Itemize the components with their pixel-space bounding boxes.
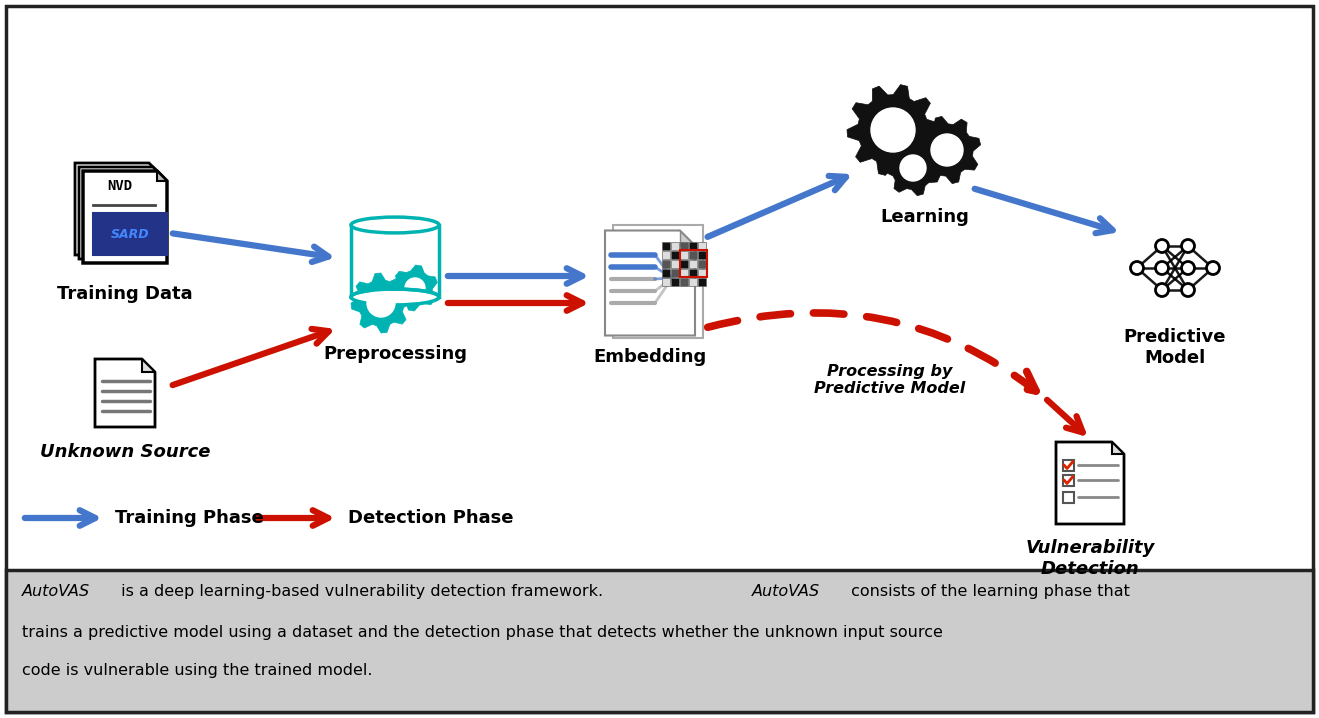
FancyBboxPatch shape (689, 278, 698, 286)
FancyBboxPatch shape (662, 269, 670, 277)
FancyBboxPatch shape (7, 570, 1312, 712)
FancyBboxPatch shape (681, 242, 689, 250)
FancyBboxPatch shape (698, 260, 706, 268)
Polygon shape (351, 273, 412, 333)
Polygon shape (83, 171, 168, 263)
Text: Preprocessing: Preprocessing (323, 345, 467, 363)
FancyBboxPatch shape (351, 225, 439, 297)
Ellipse shape (351, 289, 439, 305)
FancyBboxPatch shape (698, 251, 706, 259)
FancyBboxPatch shape (671, 260, 679, 268)
Polygon shape (95, 359, 156, 427)
FancyBboxPatch shape (689, 260, 698, 268)
Circle shape (1182, 240, 1195, 253)
Ellipse shape (351, 217, 439, 233)
Polygon shape (681, 230, 695, 246)
Polygon shape (847, 85, 939, 175)
FancyBboxPatch shape (698, 242, 706, 250)
Circle shape (900, 155, 926, 181)
FancyBboxPatch shape (94, 213, 168, 255)
FancyBboxPatch shape (662, 278, 670, 286)
FancyBboxPatch shape (681, 260, 689, 268)
Polygon shape (393, 265, 438, 311)
FancyBboxPatch shape (1063, 475, 1074, 485)
Polygon shape (1057, 442, 1124, 524)
Text: Vulnerability
Detection: Vulnerability Detection (1025, 539, 1154, 578)
FancyBboxPatch shape (698, 269, 706, 277)
Circle shape (1155, 240, 1169, 253)
Ellipse shape (351, 289, 439, 305)
FancyBboxPatch shape (662, 251, 670, 259)
Circle shape (871, 108, 915, 152)
Circle shape (1130, 261, 1144, 274)
FancyBboxPatch shape (689, 269, 698, 277)
Text: AutoVAS: AutoVAS (752, 584, 820, 599)
FancyBboxPatch shape (671, 278, 679, 286)
Circle shape (1155, 284, 1169, 297)
FancyBboxPatch shape (671, 251, 679, 259)
Text: Predictive
Model: Predictive Model (1124, 328, 1227, 367)
Text: Learning: Learning (881, 208, 969, 226)
Polygon shape (142, 359, 156, 372)
FancyBboxPatch shape (681, 278, 689, 286)
FancyBboxPatch shape (681, 269, 689, 277)
Polygon shape (605, 230, 695, 335)
Text: SARD: SARD (111, 228, 149, 241)
FancyBboxPatch shape (681, 251, 689, 259)
Circle shape (367, 289, 394, 317)
Text: Processing by
Predictive Model: Processing by Predictive Model (814, 364, 966, 396)
Text: Unknown Source: Unknown Source (40, 443, 210, 461)
FancyBboxPatch shape (689, 251, 698, 259)
FancyBboxPatch shape (698, 278, 706, 286)
Text: Detection Phase: Detection Phase (348, 509, 513, 527)
FancyBboxPatch shape (662, 260, 670, 268)
Text: NVD: NVD (107, 179, 133, 193)
Text: is a deep learning-based vulnerability detection framework.: is a deep learning-based vulnerability d… (116, 584, 608, 599)
Polygon shape (613, 225, 703, 337)
Text: trains a predictive model using a dataset and the detection phase that detects w: trains a predictive model using a datase… (22, 625, 943, 640)
Text: AutoVAS: AutoVAS (22, 584, 90, 599)
FancyBboxPatch shape (7, 6, 1312, 712)
FancyBboxPatch shape (671, 242, 679, 250)
Polygon shape (79, 167, 164, 259)
FancyArrowPatch shape (708, 313, 1035, 391)
FancyBboxPatch shape (662, 242, 670, 250)
Circle shape (1182, 284, 1195, 297)
Circle shape (1155, 261, 1169, 274)
Circle shape (931, 134, 963, 166)
FancyBboxPatch shape (671, 269, 679, 277)
Polygon shape (75, 163, 160, 255)
Circle shape (1207, 261, 1220, 274)
Polygon shape (913, 116, 980, 184)
Text: consists of the learning phase that: consists of the learning phase that (845, 584, 1130, 599)
Text: Embedding: Embedding (594, 348, 707, 366)
Polygon shape (157, 171, 168, 181)
Text: Training Phase: Training Phase (115, 509, 264, 527)
Polygon shape (1112, 442, 1124, 454)
FancyBboxPatch shape (1063, 460, 1074, 470)
Circle shape (405, 278, 425, 298)
Circle shape (1182, 261, 1195, 274)
FancyBboxPatch shape (689, 242, 698, 250)
FancyBboxPatch shape (1063, 492, 1074, 503)
Polygon shape (885, 140, 939, 196)
Text: Training Data: Training Data (57, 285, 193, 303)
Text: code is vulnerable using the trained model.: code is vulnerable using the trained mod… (22, 663, 372, 678)
